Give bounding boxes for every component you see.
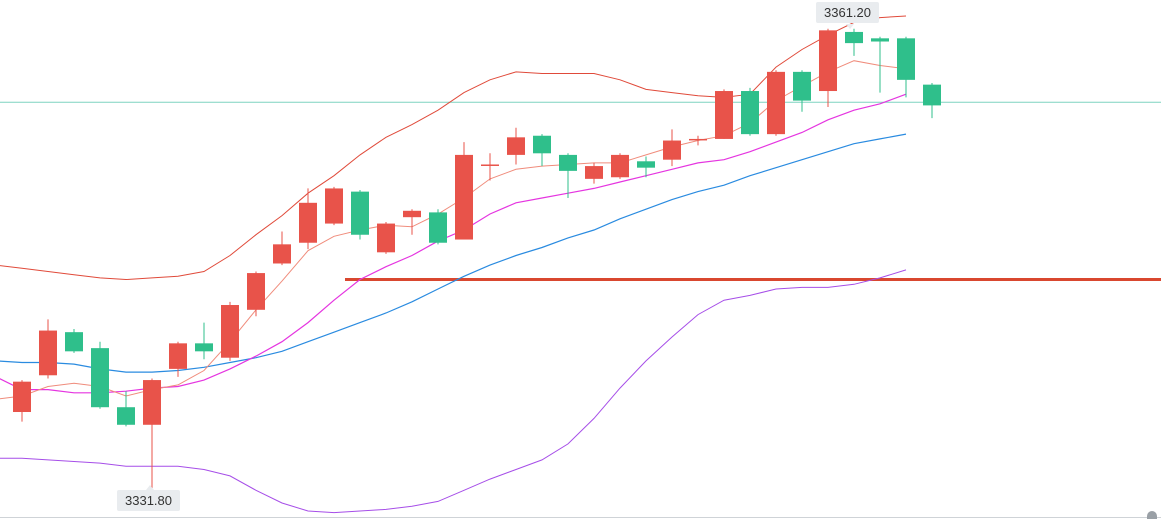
candle-body bbox=[273, 244, 291, 264]
candle-body bbox=[663, 140, 681, 160]
candle bbox=[871, 36, 889, 93]
candle bbox=[39, 319, 57, 379]
low-label-pointer bbox=[146, 485, 154, 490]
candle bbox=[377, 221, 395, 254]
candle-body bbox=[39, 330, 57, 376]
candle bbox=[819, 28, 837, 107]
candle-body bbox=[455, 154, 473, 240]
candle bbox=[533, 134, 551, 167]
candle bbox=[13, 380, 31, 422]
candle-body bbox=[247, 273, 265, 310]
candle-body bbox=[221, 305, 239, 358]
candle-body bbox=[559, 154, 577, 171]
candle-body bbox=[65, 332, 83, 352]
candle-body bbox=[377, 223, 395, 253]
candle bbox=[793, 70, 811, 112]
moving-average-mid-line bbox=[0, 93, 907, 394]
candles bbox=[13, 28, 941, 499]
candle-body bbox=[507, 137, 525, 155]
candle bbox=[923, 83, 941, 119]
bollinger-lower-line bbox=[0, 269, 907, 514]
candle-body bbox=[611, 154, 629, 178]
candle-body bbox=[689, 138, 707, 141]
candle bbox=[767, 70, 785, 136]
candle bbox=[663, 129, 681, 167]
candle-body bbox=[741, 91, 759, 135]
candle bbox=[169, 341, 187, 377]
candle-body bbox=[533, 135, 551, 154]
candle-body bbox=[923, 84, 941, 106]
candle-body bbox=[325, 188, 343, 224]
candle bbox=[559, 153, 577, 199]
candle-body bbox=[897, 38, 915, 80]
candle bbox=[845, 28, 863, 56]
candle bbox=[143, 378, 161, 499]
candle-body bbox=[299, 202, 317, 243]
candle bbox=[195, 322, 213, 360]
candle-body bbox=[169, 343, 187, 369]
candle bbox=[897, 36, 915, 98]
candle bbox=[611, 153, 629, 179]
candle bbox=[247, 271, 265, 317]
candle bbox=[273, 231, 291, 266]
candle bbox=[351, 190, 369, 240]
candle-body bbox=[351, 191, 369, 235]
candle bbox=[403, 209, 421, 235]
candle bbox=[65, 328, 83, 353]
candle-body bbox=[845, 31, 863, 44]
candle-body bbox=[793, 71, 811, 101]
candle-body bbox=[481, 164, 499, 166]
candle bbox=[637, 156, 655, 178]
candle-body bbox=[637, 161, 655, 168]
moving-average-long-line bbox=[0, 133, 907, 373]
candle bbox=[689, 135, 707, 146]
candle bbox=[325, 186, 343, 226]
candle-body bbox=[117, 407, 135, 425]
low-price-label: 3331.80 bbox=[117, 490, 180, 511]
candle-body bbox=[91, 348, 109, 408]
candle bbox=[117, 391, 135, 427]
candle-body bbox=[195, 343, 213, 352]
candle-body bbox=[767, 71, 785, 135]
candle bbox=[221, 301, 239, 361]
candle-body bbox=[143, 380, 161, 425]
candle bbox=[299, 188, 317, 250]
candle bbox=[507, 127, 525, 165]
indicator-lines bbox=[0, 15, 1161, 518]
bollinger-upper-line bbox=[0, 15, 907, 281]
candle bbox=[429, 209, 447, 245]
candle-body bbox=[585, 166, 603, 179]
candle bbox=[455, 142, 473, 240]
candle bbox=[741, 87, 759, 136]
candle bbox=[481, 153, 499, 181]
candle-body bbox=[715, 91, 733, 139]
scroll-handle-icon[interactable] bbox=[1147, 511, 1157, 519]
candle-body bbox=[819, 30, 837, 92]
high-label-pointer bbox=[846, 24, 854, 29]
candle-body bbox=[13, 381, 31, 413]
candle bbox=[91, 341, 109, 409]
candle-body bbox=[871, 38, 889, 42]
high-price-label: 3361.20 bbox=[816, 2, 879, 23]
candle bbox=[585, 162, 603, 184]
candle bbox=[715, 89, 733, 139]
candle-body bbox=[403, 210, 421, 218]
candle-body bbox=[429, 212, 447, 243]
